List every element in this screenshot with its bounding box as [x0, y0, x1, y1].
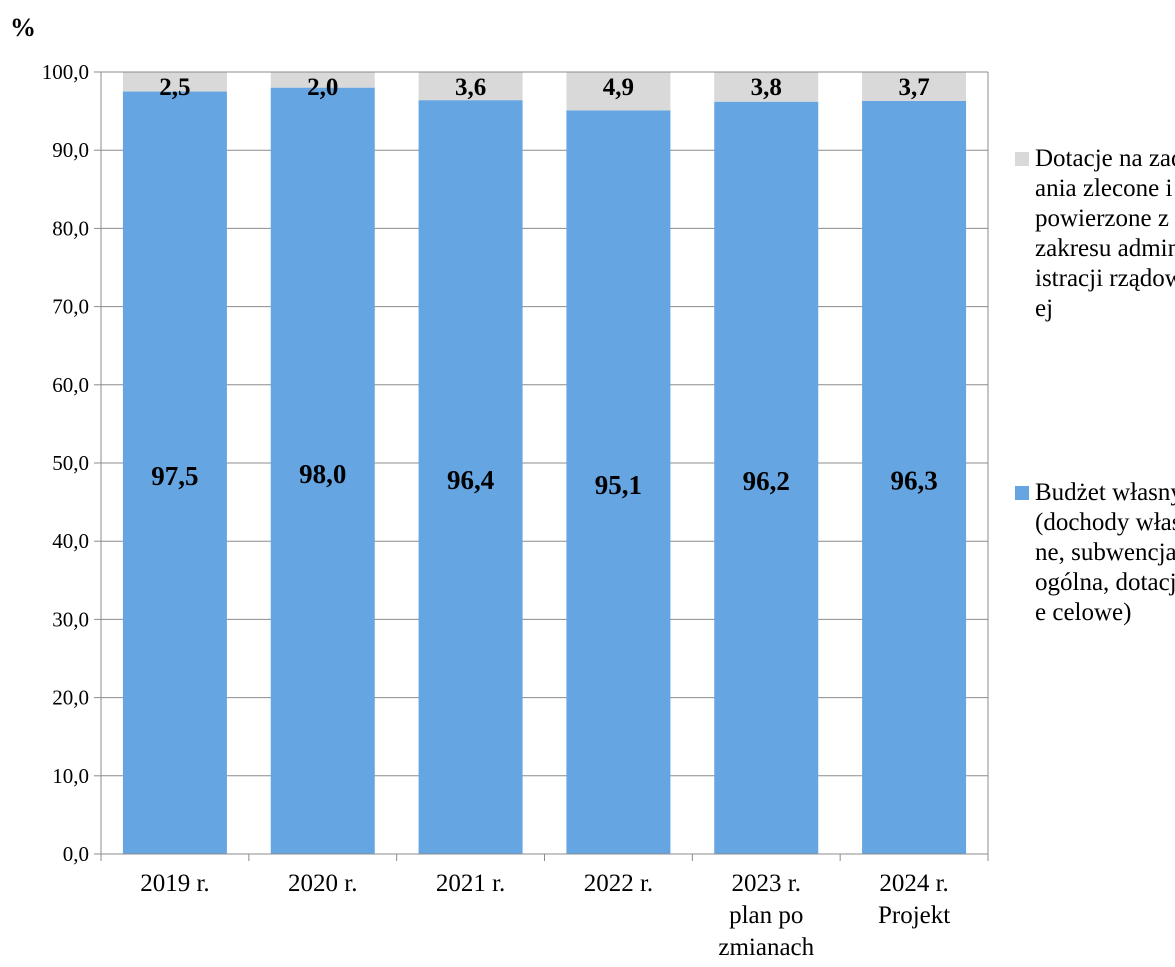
x-tick-label: 2021 r. — [436, 870, 505, 897]
legend-item-budzet: Budżet własny (dochody własne, subwencja… — [1015, 478, 1175, 628]
bar-dotacje — [862, 72, 967, 101]
data-label: 95,1 — [595, 470, 642, 500]
data-label: 3,8 — [751, 74, 782, 101]
data-labels: 97,5 2,5 98,0 2,0 96,4 3,6 95,1 4,9 96,2 3,8 96,3 3… — [151, 74, 937, 500]
data-label: 96,2 — [743, 466, 790, 496]
axes: 0,0 10,0 20,0 30,0 40,0 50,0 60,0 70,0 80,0 90,0 1… — [42, 60, 989, 961]
unit-label: % — [10, 13, 36, 42]
data-label: 97,5 — [151, 461, 198, 491]
x-tick-label: 2020 r. — [288, 870, 357, 897]
bar-budzet — [122, 91, 227, 855]
y-tick-label: 20,0 — [52, 686, 89, 710]
y-tick-label: 60,0 — [52, 373, 89, 397]
y-tick-label: 80,0 — [52, 216, 89, 240]
x-tick-label: 2022 r. — [584, 870, 653, 897]
data-label: 3,6 — [455, 74, 486, 101]
x-tick-label: zmianach — [718, 934, 814, 961]
data-label: 3,7 — [898, 74, 929, 101]
legend-label-dotacje: Dotacje na zadania zlecone i powierzone … — [1035, 145, 1175, 322]
y-tick-label: 0,0 — [63, 842, 89, 866]
bar-dotacje — [270, 72, 375, 88]
bar-budzet — [714, 101, 819, 854]
y-tick-label: 10,0 — [52, 764, 89, 788]
y-tick-label: 30,0 — [52, 607, 89, 631]
bar-budzet — [418, 100, 523, 855]
x-tick-label: plan po — [729, 902, 803, 929]
bar-budzet — [270, 87, 375, 854]
data-label: 2,5 — [159, 74, 190, 101]
y-tick-label: 100,0 — [42, 60, 89, 84]
x-tick-label: Projekt — [878, 902, 950, 929]
legend-swatch-budzet — [1015, 486, 1029, 500]
bar-dotacje — [122, 72, 227, 92]
bar-budzet — [862, 100, 967, 854]
x-tick-label: 2023 r. — [732, 870, 801, 897]
bars — [122, 72, 967, 855]
y-tick-label: 40,0 — [52, 529, 89, 553]
gridlines — [101, 71, 988, 777]
legend-label-budzet: Budżet własny (dochody własne, subwencja… — [1035, 479, 1175, 626]
bar-dotacje — [566, 72, 671, 111]
data-label: 4,9 — [603, 74, 634, 101]
data-label: 98,0 — [299, 459, 346, 489]
bar-dotacje — [418, 72, 523, 101]
bar-dotacje — [714, 72, 819, 102]
data-label: 96,4 — [447, 465, 494, 495]
data-label: 96,3 — [890, 465, 937, 495]
y-tick-label: 50,0 — [52, 451, 89, 475]
x-tick-label: 2019 r. — [140, 870, 209, 897]
bar-budzet — [566, 110, 671, 855]
y-tick-label: 90,0 — [52, 138, 89, 162]
x-tick-label: 2024 r. — [879, 870, 948, 897]
legend-item-dotacje: Dotacje na zadania zlecone i powierzone … — [1015, 144, 1175, 324]
y-tick-label: 70,0 — [52, 295, 89, 319]
legend-swatch-dotacje — [1015, 152, 1029, 166]
data-label: 2,0 — [307, 74, 338, 101]
